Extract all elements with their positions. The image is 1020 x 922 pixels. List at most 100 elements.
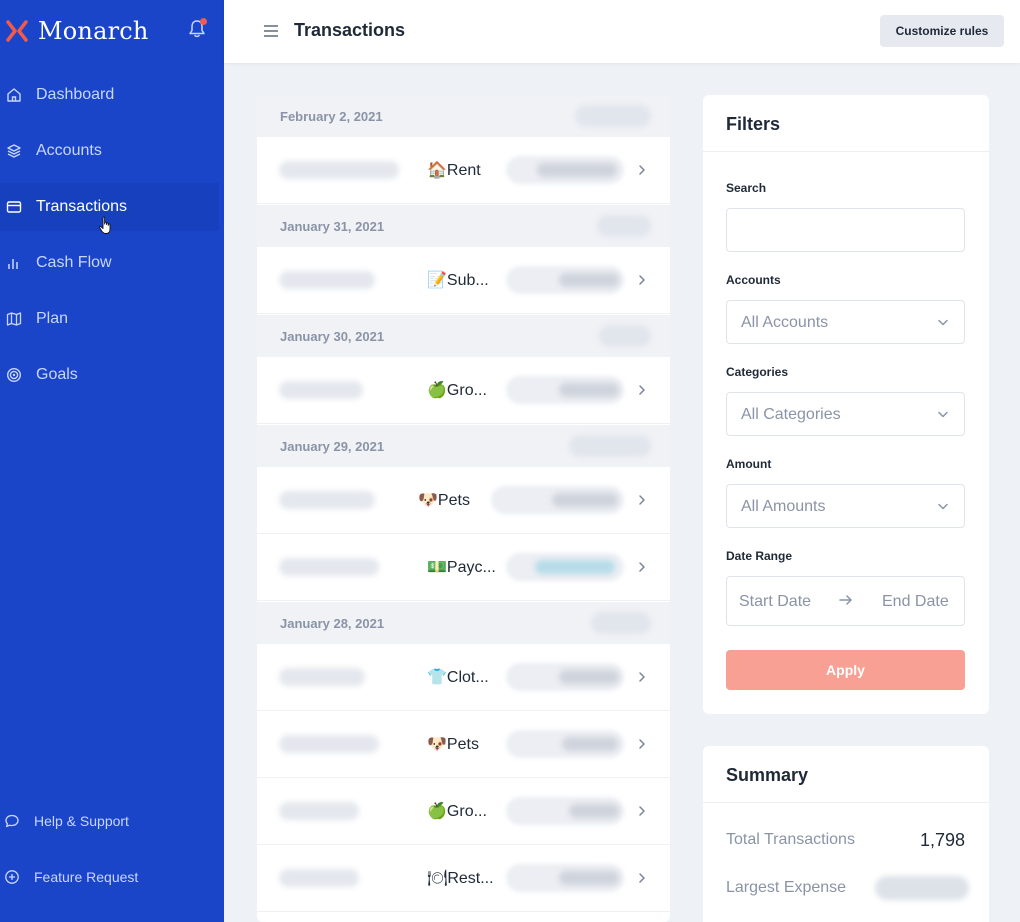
date-group-header: January 30, 2021 xyxy=(257,315,670,357)
date-label: January 29, 2021 xyxy=(280,438,385,454)
category-label: 📝Sub... xyxy=(427,272,489,289)
amount-value-blurred xyxy=(559,383,619,397)
home-icon xyxy=(6,87,22,103)
end-date-input[interactable]: End Date xyxy=(882,593,949,610)
search-input[interactable] xyxy=(727,209,964,251)
chevron-right-icon xyxy=(639,739,645,749)
layers-icon xyxy=(6,143,22,159)
amount-value-blurred xyxy=(562,737,618,751)
search-label: Search xyxy=(726,181,767,195)
merchant-blurred xyxy=(279,668,365,686)
date-label: February 2, 2021 xyxy=(280,108,383,124)
transaction-row[interactable]: 📝Sub... xyxy=(257,247,670,314)
category-label: 👕Clot... xyxy=(427,669,489,686)
date-total-blurred xyxy=(569,435,651,457)
amount-label: Amount xyxy=(726,457,772,471)
sidebar-item-dashboard[interactable]: Dashboard xyxy=(0,71,219,119)
transaction-row[interactable]: 🐶Pets xyxy=(257,711,670,778)
map-icon xyxy=(6,311,22,327)
brand-name: Monarch xyxy=(38,17,149,45)
date-range-field: Start Date End Date xyxy=(726,576,965,626)
sidebar: Monarch Dashboard Accounts Trans xyxy=(0,0,224,922)
sidebar-item-cash-flow[interactable]: Cash Flow xyxy=(0,239,219,287)
divider xyxy=(703,151,989,152)
start-date-input[interactable]: Start Date xyxy=(739,593,812,610)
transaction-row[interactable]: 🐶Pets xyxy=(257,467,670,534)
transaction-row[interactable]: 👕Clot... xyxy=(257,644,670,711)
sidebar-item-label: Help & Support xyxy=(34,813,129,829)
merchant-blurred xyxy=(279,381,363,399)
categories-label: Categories xyxy=(726,365,789,379)
apply-button[interactable]: Apply xyxy=(726,650,965,690)
date-total-blurred xyxy=(599,325,651,347)
category-label: 🍏Gro... xyxy=(427,803,487,820)
hand-cursor-icon xyxy=(99,216,111,234)
amount-value-blurred xyxy=(569,804,619,818)
notification-dot xyxy=(200,18,207,25)
bar-chart-icon xyxy=(6,255,22,271)
summary-title: Summary xyxy=(726,765,809,785)
date-total-blurred xyxy=(591,612,651,634)
amount-value-blurred xyxy=(535,560,615,574)
date-total-blurred xyxy=(575,105,651,127)
transaction-row[interactable]: 💵Payc... xyxy=(257,534,670,601)
sidebar-item-label: Feature Request xyxy=(34,869,139,885)
date-group-header: January 29, 2021 xyxy=(257,425,670,467)
categories-select[interactable]: All Categories xyxy=(726,392,965,436)
amount-value-blurred xyxy=(559,670,619,684)
monarch-logo-icon xyxy=(6,20,28,42)
search-field xyxy=(726,208,965,252)
top-header: Transactions Customize rules xyxy=(224,0,1020,63)
transactions-list: February 2, 2021 🏠Rent January 31, 2021 … xyxy=(257,95,670,922)
transaction-row[interactable]: 🍽Rest... xyxy=(257,845,670,912)
sidebar-item-label: Dashboard xyxy=(36,86,115,103)
chevron-right-icon xyxy=(639,806,645,816)
divider xyxy=(703,802,989,803)
date-label: January 31, 2021 xyxy=(280,218,385,234)
filters-title: Filters xyxy=(726,114,781,134)
transaction-row[interactable]: 🍏Gro... xyxy=(257,357,670,424)
date-label: January 28, 2021 xyxy=(280,615,385,631)
sidebar-item-feature-request[interactable]: Feature Request xyxy=(0,857,220,897)
notifications-bell-icon[interactable] xyxy=(186,18,208,40)
plus-circle-icon xyxy=(4,869,20,885)
sidebar-item-accounts[interactable]: Accounts xyxy=(0,127,219,175)
accounts-select[interactable]: All Accounts xyxy=(726,300,965,344)
category-label: 🍽Rest... xyxy=(427,870,494,887)
sidebar-item-help-support[interactable]: Help & Support xyxy=(0,801,220,841)
customize-rules-button[interactable]: Customize rules xyxy=(880,15,1004,47)
total-transactions-value: 1,798 xyxy=(919,830,965,850)
amount-value-blurred xyxy=(552,493,618,507)
date-total-blurred xyxy=(597,215,651,237)
chevron-right-icon xyxy=(639,385,645,395)
chevron-right-icon xyxy=(639,165,645,175)
sidebar-item-plan[interactable]: Plan xyxy=(0,295,219,343)
sidebar-item-transactions[interactable]: Transactions xyxy=(0,183,219,231)
category-label: 🏠Rent xyxy=(427,162,481,179)
merchant-blurred xyxy=(279,869,359,887)
sidebar-item-label: Cash Flow xyxy=(36,254,112,271)
summary-panel: Summary Total Transactions 1,798 Largest… xyxy=(703,746,989,922)
chevron-right-icon xyxy=(639,562,645,572)
sidebar-item-goals[interactable]: Goals xyxy=(0,351,219,399)
amount-select-value: All Amounts xyxy=(741,498,826,515)
chevron-right-icon xyxy=(639,495,645,505)
date-label: January 30, 2021 xyxy=(280,328,385,344)
amount-value-blurred xyxy=(559,871,619,885)
amount-value-blurred xyxy=(559,273,619,287)
merchant-blurred xyxy=(279,735,379,753)
amount-value-blurred xyxy=(537,163,617,177)
sidebar-item-label: Plan xyxy=(36,310,69,327)
brand[interactable]: Monarch xyxy=(6,16,149,46)
transaction-row[interactable]: 🏠Rent xyxy=(257,137,670,204)
merchant-blurred xyxy=(279,491,375,509)
date-range-label: Date Range xyxy=(726,549,793,563)
amount-select[interactable]: All Amounts xyxy=(726,484,965,528)
hamburger-menu-icon[interactable] xyxy=(263,24,279,38)
chevron-down-icon xyxy=(938,503,948,510)
largest-expense-value-blurred xyxy=(875,876,969,900)
sidebar-item-label: Transactions xyxy=(36,198,127,215)
chevron-right-icon xyxy=(639,873,645,883)
transaction-row[interactable]: 🍏Gro... xyxy=(257,778,670,845)
